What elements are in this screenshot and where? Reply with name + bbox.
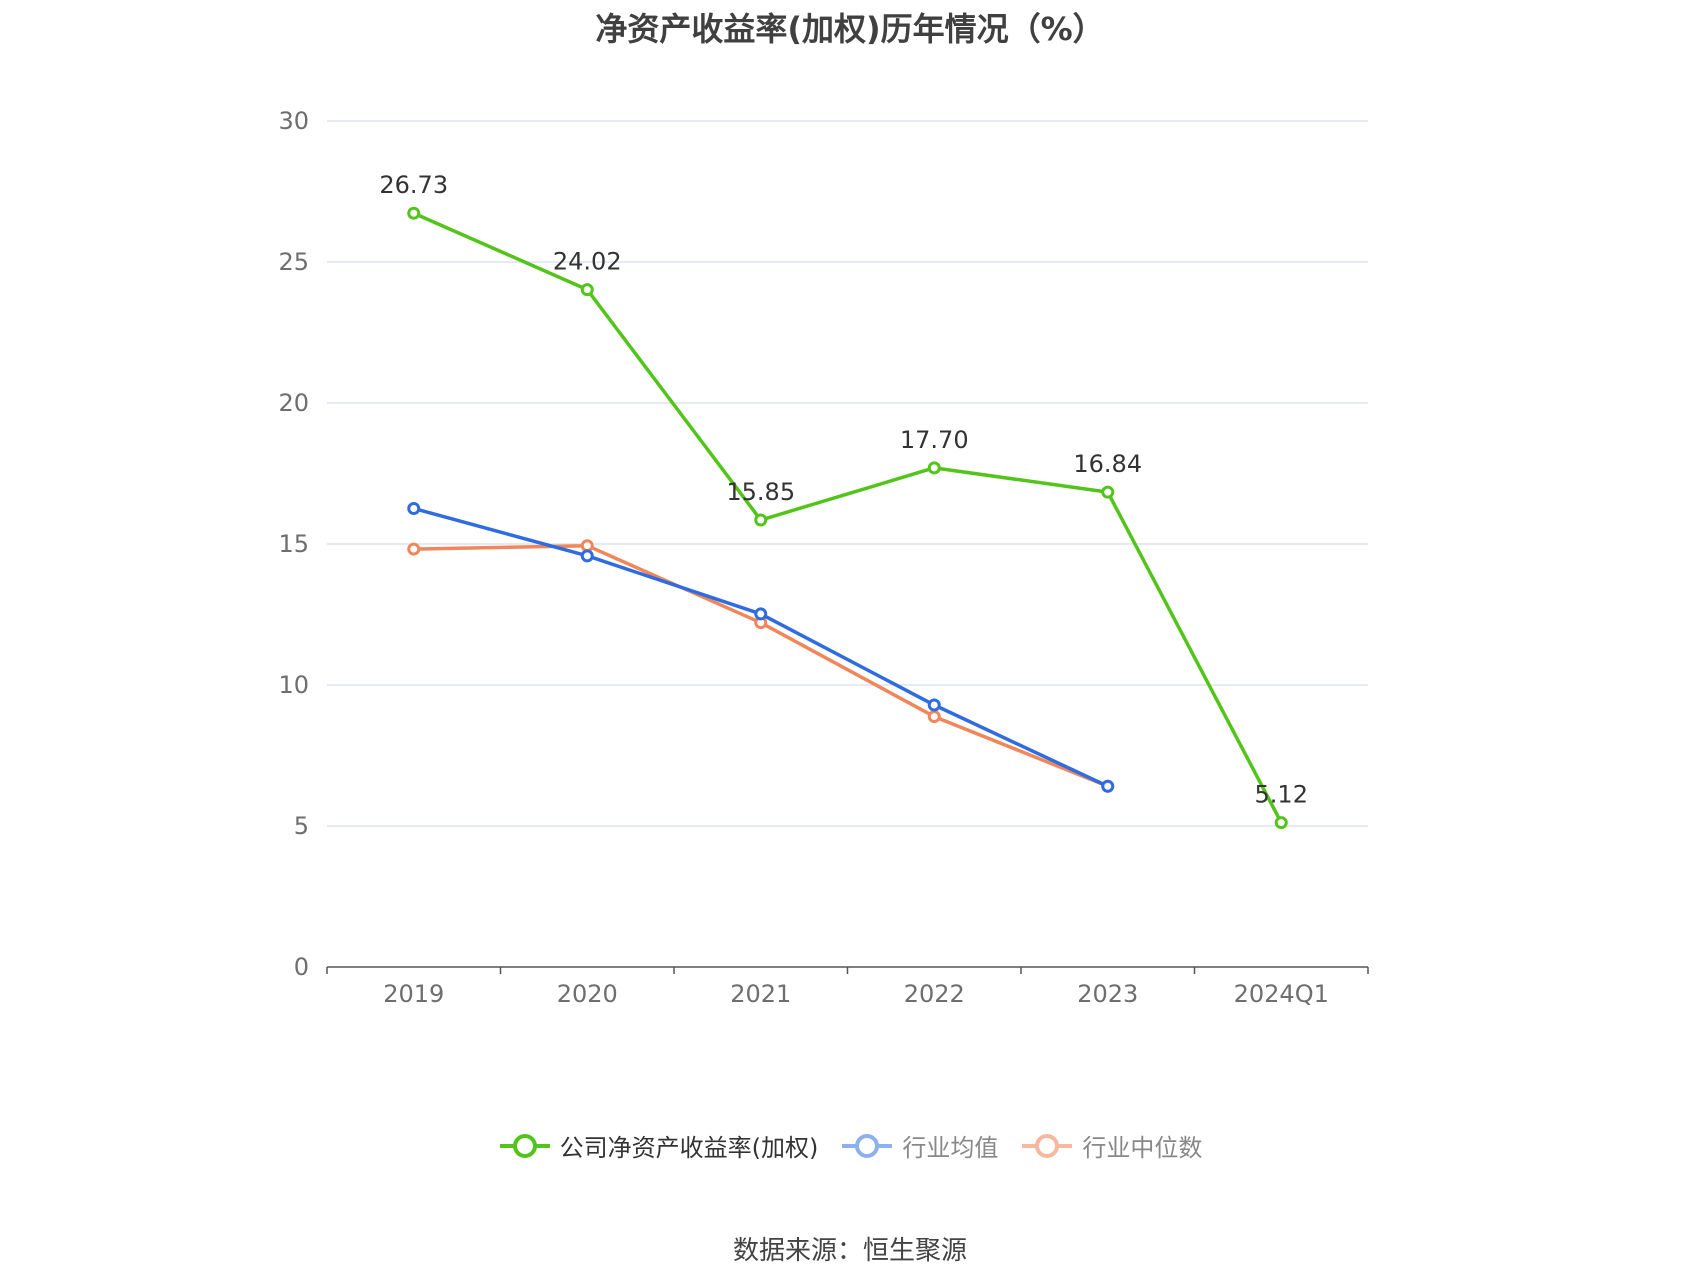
y-tick-label: 20 [278,389,309,417]
x-tick-label: 2020 [557,980,618,1008]
data-label: 15.85 [726,478,795,506]
series-point [754,513,768,527]
x-tick-label: 2022 [904,980,965,1008]
series-line [413,211,1283,824]
series-point [927,461,941,475]
y-tick-label: 0 [294,953,309,981]
chart-title: 净资产收益率(加权)历年情况（%） [595,10,1105,48]
series-point [1101,779,1115,793]
legend-marker-icon [499,1133,550,1158]
data-label: 16.84 [1073,450,1142,478]
series-line [413,543,1109,788]
data-source-note: 数据来源：恒生聚源 [732,1236,967,1266]
x-tick-label: 2024Q1 [1234,980,1329,1008]
y-tick-label: 15 [278,530,309,558]
data-label: 17.70 [900,426,969,454]
series-point [1101,485,1115,499]
legend-item[interactable]: 行业均值 [840,1128,998,1163]
series-point [580,283,594,297]
legend-item[interactable]: 公司净资产收益率(加权) [498,1128,819,1163]
data-label: 24.02 [553,248,622,276]
x-tick-label: 2019 [383,980,444,1008]
x-tick-label: 2021 [730,980,791,1008]
series-point [407,206,421,220]
series-point [927,698,941,712]
line-chart: 0 5 10 15 20 25 30 2019 2020 2021 2022 2023 2024Q1 26… [278,107,1369,1008]
x-tick-label: 2023 [1077,980,1138,1008]
chart-legend: 公司净资产收益率(加权) 行业均值 行业中位数 [0,1128,1700,1163]
series-point [754,607,768,621]
y-tick-label: 25 [278,248,309,276]
series-point [580,539,594,553]
series-point [1274,816,1288,830]
data-label: 26.73 [379,171,448,199]
y-tick-label: 5 [294,812,309,840]
legend-item[interactable]: 行业中位数 [1020,1128,1202,1163]
legend-marker-icon [1022,1133,1073,1158]
legend-label: 行业中位数 [1082,1134,1203,1162]
y-tick-label: 10 [278,671,309,699]
data-label: 5.12 [1255,781,1308,809]
series-point [407,542,421,556]
y-tick-label: 30 [278,107,309,135]
legend-label: 公司净资产收益率(加权) [559,1134,819,1162]
legend-label: 行业均值 [902,1134,999,1162]
series-point [927,710,941,724]
series-point [407,501,421,515]
legend-marker-icon [842,1133,893,1158]
series-point [580,549,594,563]
